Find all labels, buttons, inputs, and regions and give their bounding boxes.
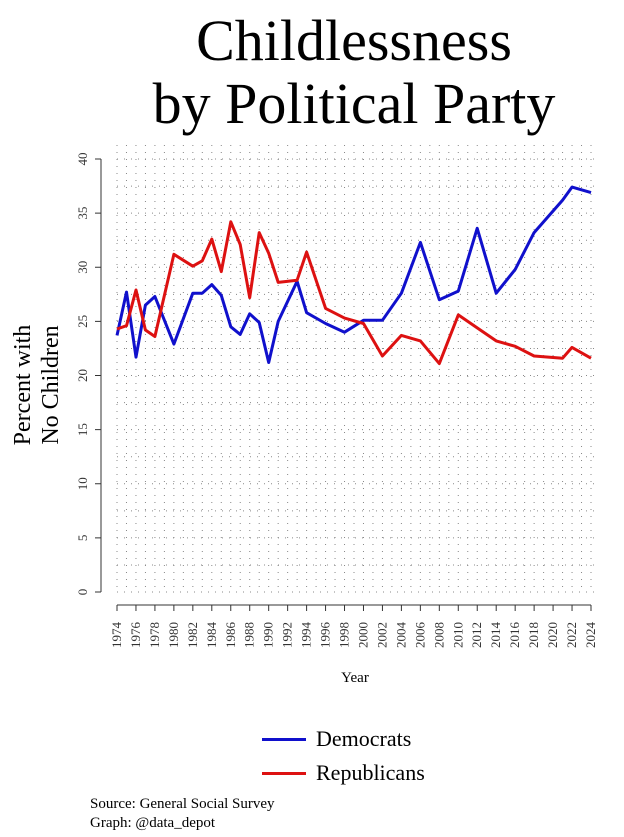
x-tick-label: 1986 <box>223 622 238 649</box>
x-tick-label: 1994 <box>299 622 314 649</box>
x-tick-label: 2022 <box>564 622 579 648</box>
legend-swatch-republicans <box>262 771 306 775</box>
series-line-republicans <box>116 220 592 366</box>
x-tick-label: 2000 <box>355 622 370 648</box>
x-tick-label: 2004 <box>393 622 408 649</box>
series-line-democrats <box>115 185 592 364</box>
legend: Democrats Republicans <box>262 722 425 790</box>
x-tick-label: 2002 <box>374 622 389 648</box>
y-tick-label: 35 <box>75 207 90 220</box>
y-tick-label: 5 <box>75 535 90 542</box>
x-tick-label: 1998 <box>337 622 352 648</box>
x-tick-label: 1978 <box>147 622 162 648</box>
x-tick-label: 1974 <box>109 622 124 649</box>
x-tick-label: 2024 <box>583 622 598 649</box>
chart-title-line1: Childlessness <box>196 8 512 73</box>
x-tick-label: 2018 <box>526 622 541 648</box>
legend-item-democrats: Democrats <box>262 722 425 756</box>
x-tick-label: 2010 <box>450 622 465 648</box>
x-tick-label: 2006 <box>412 622 427 649</box>
y-tick-label: 40 <box>75 153 90 166</box>
x-tick-label: 2012 <box>469 622 484 648</box>
x-axis-label: Year <box>341 670 369 686</box>
x-tick-label: 1982 <box>185 622 200 648</box>
x-tick-label: 1996 <box>318 622 333 649</box>
legend-item-republicans: Republicans <box>262 756 425 790</box>
x-tick-label: 1990 <box>261 622 276 648</box>
x-tick-label: 2014 <box>488 622 503 649</box>
y-axis-label-line1: Percent with <box>10 324 36 446</box>
legend-label-republicans: Republicans <box>316 760 425 785</box>
y-axis-label: Percent with No Children <box>2 310 72 460</box>
y-tick-label: 20 <box>75 369 90 382</box>
x-tick-label: 1984 <box>204 622 219 649</box>
x-tick-label: 1992 <box>280 622 295 648</box>
x-tick-label: 1976 <box>128 622 143 649</box>
y-tick-label: 0 <box>75 589 90 596</box>
graph-credit-line: Graph: @data_depot <box>90 815 216 831</box>
y-tick-label: 10 <box>75 477 90 490</box>
line-chart: 0 5 10 15 20 25 30 35 40 1974 1976 1978 1980 1982 1984… <box>75 145 599 649</box>
legend-swatch-democrats <box>262 737 306 741</box>
chart-title-line2: by Political Party <box>152 71 556 136</box>
x-tick-label: 2008 <box>431 622 446 648</box>
y-axis-label-line2: No Children <box>38 325 64 445</box>
x-tick-label: 1988 <box>242 622 257 648</box>
y-tick-label: 30 <box>75 261 90 274</box>
source-note: Source: General Social Survey Graph: @da… <box>90 795 275 833</box>
legend-label-democrats: Democrats <box>316 726 412 751</box>
y-tick-label: 25 <box>75 315 90 328</box>
x-tick-label: 2016 <box>507 622 522 649</box>
x-tick-label: 2020 <box>545 622 560 648</box>
y-tick-label: 15 <box>75 423 90 436</box>
x-tick-label: 1980 <box>166 622 181 648</box>
source-line: Source: General Social Survey <box>90 796 275 812</box>
